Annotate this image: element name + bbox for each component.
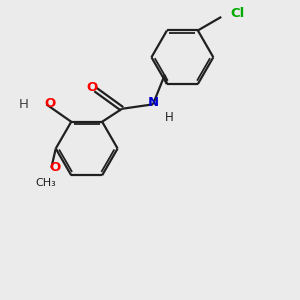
Text: H: H — [19, 98, 29, 111]
Text: CH₃: CH₃ — [35, 178, 56, 188]
Text: O: O — [44, 97, 56, 110]
Text: O: O — [49, 160, 61, 174]
Text: H: H — [165, 111, 173, 124]
Text: N: N — [148, 96, 159, 110]
Text: Cl: Cl — [230, 8, 244, 20]
Text: O: O — [86, 81, 98, 94]
